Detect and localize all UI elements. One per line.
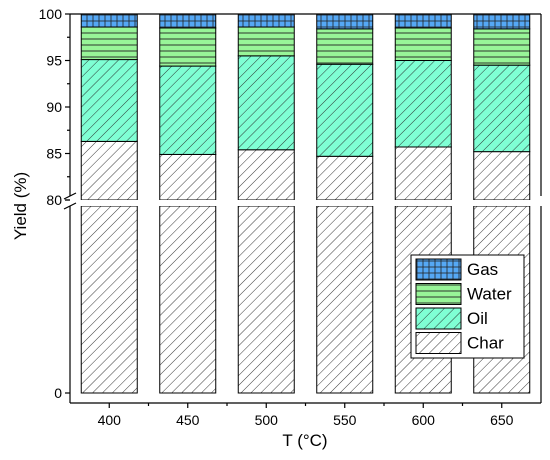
bar-500-char-lower-hatch <box>237 205 295 394</box>
legend-swatch-char <box>415 332 462 354</box>
bar-600-oil-hatch <box>394 60 452 148</box>
bar-650-char-upper-hatch <box>473 151 531 201</box>
bar-500-oil-hatch <box>237 55 295 151</box>
legend: Gas Water Oil Char <box>410 254 525 359</box>
bar-500-water-hatch <box>237 26 295 57</box>
x-tick-label: 450 <box>176 412 200 428</box>
legend-label-char: Char <box>467 334 504 353</box>
ticks: 85 90 95 100 0 80 400 450 500 550 600 650 <box>39 6 514 428</box>
bar-550-gas-hatch <box>316 13 374 30</box>
bar-550-char-lower-hatch <box>316 205 374 394</box>
bar-600-gas-hatch <box>394 13 452 29</box>
bar-600-water-hatch <box>394 27 452 61</box>
x-axis-title: T (°C) <box>282 431 327 450</box>
bar-500-char-upper-hatch <box>237 149 295 201</box>
legend-label-gas: Gas <box>467 260 498 279</box>
bar-400-oil-hatch <box>80 59 138 142</box>
bar-400-char-upper-hatch <box>80 140 138 201</box>
bar-400-gas-hatch <box>80 13 138 28</box>
x-tick-label: 600 <box>412 412 436 428</box>
y-tick-label: 85 <box>46 146 62 162</box>
x-tick-label: 650 <box>490 412 514 428</box>
legend-swatch-water <box>415 283 462 305</box>
x-tick-label: 400 <box>98 412 122 428</box>
y-tick-label: 90 <box>46 99 62 115</box>
bar-450-char-lower-hatch <box>159 205 217 394</box>
axis-break-mark-top <box>63 192 77 200</box>
axis-break-gap <box>72 200 539 206</box>
bar-400-char-lower-hatch <box>80 205 138 394</box>
bar-600-char-upper-hatch <box>394 146 452 201</box>
y-tick-label: 100 <box>39 6 63 22</box>
bar-650-water-hatch <box>473 28 531 66</box>
x-tick-label: 550 <box>333 412 357 428</box>
y-tick-label: 95 <box>46 53 62 69</box>
bar-450-water-hatch <box>159 27 217 67</box>
legend-label-water: Water <box>467 285 512 304</box>
legend-label-oil: Oil <box>467 309 488 328</box>
axis-break-mark-bottom <box>63 202 77 210</box>
bar-450-char-upper-hatch <box>159 153 217 201</box>
y-axis-title: Yield (%) <box>11 172 30 240</box>
bar-650-oil-hatch <box>473 64 531 153</box>
legend-swatch-gas <box>415 258 462 281</box>
bar-550-oil-hatch <box>316 63 374 157</box>
bar-450-gas-hatch <box>159 13 217 29</box>
bar-400-water-hatch <box>80 26 138 61</box>
bar-550-char-upper-hatch <box>316 155 374 201</box>
bar-550-water-hatch <box>316 28 374 65</box>
bar-650-gas-hatch <box>473 13 531 30</box>
x-tick-label: 500 <box>255 412 279 428</box>
bar-500-gas-hatch <box>237 13 295 28</box>
y-tick-label: 80 <box>46 192 62 208</box>
legend-swatch-oil <box>415 307 462 330</box>
bar-450-oil-hatch <box>159 65 217 155</box>
y-tick-label: 0 <box>54 385 62 401</box>
